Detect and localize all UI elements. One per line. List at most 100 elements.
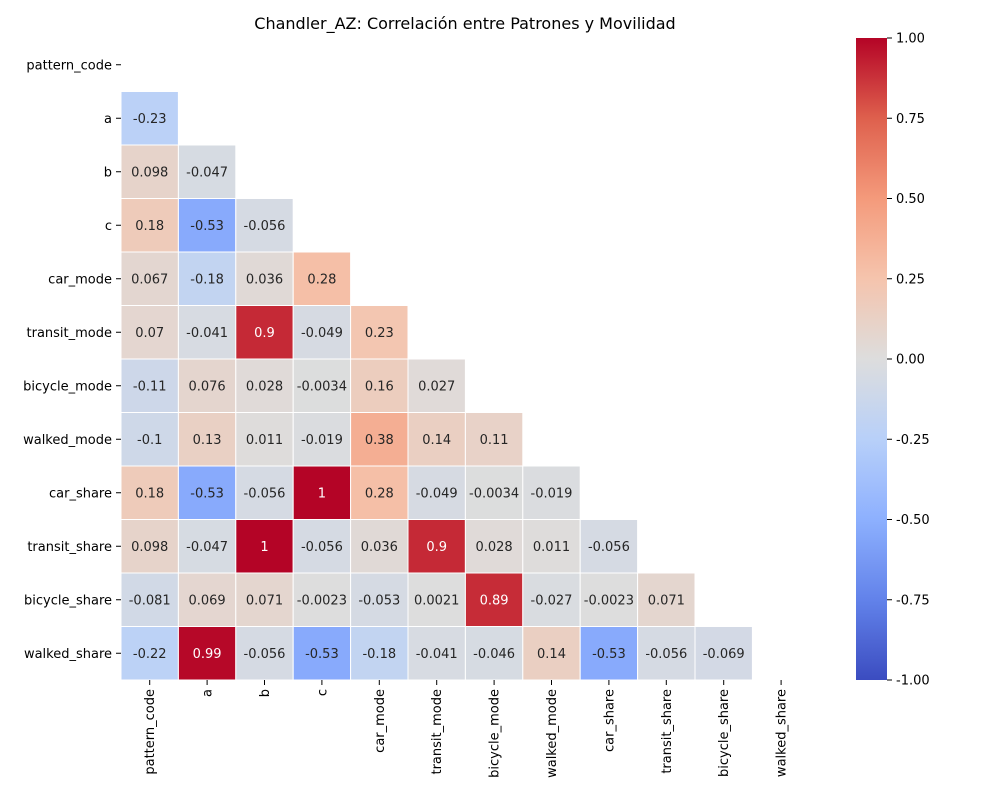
x-tick-label: car_share — [602, 689, 617, 752]
cell-value-label: -0.081 — [129, 593, 171, 608]
heatmap-cell — [120, 465, 179, 520]
colorbar-tick-label: 1.00 — [896, 32, 925, 47]
cell-value-label: -0.041 — [416, 647, 458, 662]
y-tick-label: bicycle_share — [24, 593, 112, 608]
colorbar-tick-label: 0.75 — [896, 112, 925, 127]
x-tick-label: bicycle_share — [717, 689, 732, 777]
cell-value-label: -0.019 — [301, 433, 343, 448]
colorbar-tick-label: 0.00 — [896, 353, 925, 368]
heatmap-cells — [120, 91, 753, 681]
colorbar-tick-label: -0.50 — [896, 513, 930, 528]
cell-value-label: 0.011 — [246, 433, 283, 448]
heatmap-cell — [407, 519, 466, 574]
cell-value-label: -0.056 — [244, 219, 286, 234]
heatmap-cell — [292, 412, 352, 467]
heatmap-cell — [407, 626, 466, 681]
heatmap-cell — [235, 519, 294, 574]
colorbar-gradient — [856, 38, 887, 680]
heatmap-cell — [120, 91, 179, 146]
cell-value-label: 0.036 — [246, 272, 283, 287]
cell-value-label: -0.056 — [645, 647, 687, 662]
cell-value-label: 0.069 — [188, 593, 225, 608]
heatmap-cell — [120, 144, 179, 199]
cell-value-label: 0.9 — [254, 326, 275, 341]
cell-value-label: 0.11 — [480, 433, 509, 448]
y-tick-label: car_share — [49, 486, 112, 501]
colorbar-tick-label: -0.25 — [896, 433, 930, 448]
cell-value-label: -0.056 — [301, 540, 343, 555]
heatmap-cell — [177, 251, 237, 306]
cell-value-label: 0.036 — [361, 540, 398, 555]
heatmap-cell — [407, 412, 466, 467]
cell-value-label: -0.049 — [416, 486, 458, 501]
heatmap-cell — [579, 519, 639, 574]
heatmap-cell — [177, 144, 237, 199]
heatmap-cell — [120, 412, 179, 467]
cell-value-label: -0.0034 — [469, 486, 519, 501]
colorbar-tick-label: -0.75 — [896, 593, 930, 608]
heatmap-cell — [292, 519, 352, 574]
cell-value-label: 0.89 — [480, 593, 509, 608]
heatmap-cell — [235, 198, 294, 253]
heatmap-cell — [522, 572, 581, 627]
heatmap-cell — [522, 465, 581, 520]
cell-value-label: -0.027 — [531, 593, 573, 608]
cell-value-label: -0.53 — [592, 647, 626, 662]
heatmap-cell — [235, 358, 294, 413]
cell-value-label: 0.99 — [193, 647, 222, 662]
heatmap-cell — [350, 358, 409, 413]
heatmap-cell — [120, 572, 179, 627]
y-tick-label: pattern_code — [26, 58, 112, 73]
y-tick-label: transit_share — [27, 540, 112, 555]
colorbar: -1.00 -0.75 -0.50 -0.25 0.00 0.25 0.50 0.75 1.00 — [856, 32, 930, 689]
y-tick-label: c — [105, 219, 112, 234]
cell-value-label: 1 — [318, 486, 326, 501]
cell-value-label: 0.098 — [131, 165, 168, 180]
cell-value-label: -0.056 — [244, 486, 286, 501]
heatmap-cell — [292, 251, 352, 306]
heatmap-annotations: -0.23 0.098 -0.047 0.18 -0.53 -0.056 0.067 -0.1… — [129, 112, 745, 662]
cell-value-label: -0.019 — [531, 486, 573, 501]
heatmap-cell — [694, 626, 753, 681]
colorbar-tick-label: 0.25 — [896, 272, 925, 287]
cell-value-label: 0.14 — [422, 433, 451, 448]
y-tick-label: walked_mode — [23, 433, 112, 448]
cell-value-label: 0.098 — [131, 540, 168, 555]
cell-value-label: -0.0034 — [297, 379, 347, 394]
heatmap-cell — [235, 572, 294, 627]
x-tick-label: b — [258, 689, 273, 697]
heatmap-cell — [177, 412, 237, 467]
cell-value-label: 0.14 — [537, 647, 566, 662]
cell-value-label: 0.027 — [418, 379, 455, 394]
cell-value-label: -0.53 — [305, 647, 339, 662]
cell-value-label: -0.053 — [358, 593, 400, 608]
y-tick-label: walked_share — [24, 647, 112, 662]
heatmap-cell — [120, 519, 179, 574]
y-tick-label: bicycle_mode — [23, 379, 112, 394]
cell-value-label: -0.056 — [244, 647, 286, 662]
x-tick-label: walked_mode — [545, 689, 560, 778]
x-tick-label: transit_mode — [430, 689, 445, 775]
cell-value-label: -0.1 — [137, 433, 162, 448]
heatmap-cell — [350, 572, 409, 627]
cell-value-label: -0.18 — [362, 647, 396, 662]
cell-value-label: -0.18 — [190, 272, 224, 287]
cell-value-label: -0.0023 — [584, 593, 634, 608]
heatmap-cell — [292, 626, 352, 681]
heatmap-cell — [292, 305, 352, 360]
y-tick-label: car_mode — [48, 272, 112, 287]
cell-value-label: -0.23 — [133, 112, 167, 127]
x-tick-labels: pattern_code a b c car_mode transit_mode bicyc… — [143, 680, 790, 778]
cell-value-label: -0.0023 — [297, 593, 347, 608]
heatmap-cell — [292, 358, 352, 413]
cell-value-label: 0.23 — [365, 326, 394, 341]
cell-value-label: 0.011 — [533, 540, 570, 555]
cell-value-label: 0.028 — [246, 379, 283, 394]
cell-value-label: -0.11 — [133, 379, 167, 394]
cell-value-label: 0.07 — [135, 326, 164, 341]
heatmap-cell — [235, 465, 294, 520]
cell-value-label: -0.046 — [473, 647, 515, 662]
x-tick-label: car_mode — [373, 689, 388, 753]
x-tick-label: bicycle_mode — [488, 689, 503, 778]
cell-value-label: -0.049 — [301, 326, 343, 341]
